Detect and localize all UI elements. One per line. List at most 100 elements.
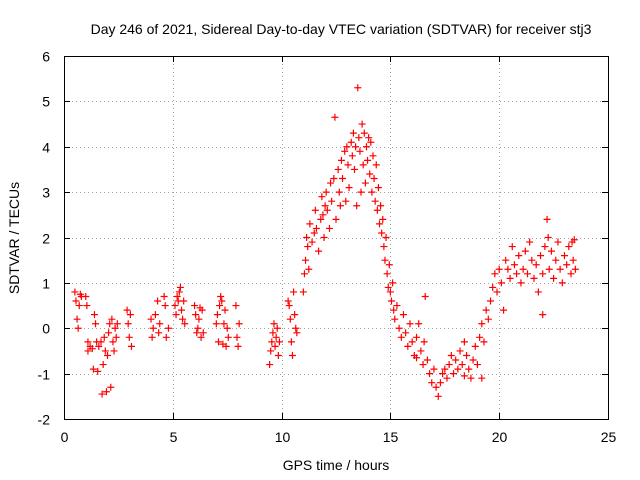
data-point bbox=[417, 347, 425, 355]
data-point bbox=[421, 292, 429, 300]
data-point bbox=[476, 333, 484, 341]
data-point bbox=[223, 324, 231, 332]
data-point bbox=[370, 175, 378, 183]
x-tick-label: 25 bbox=[601, 429, 617, 445]
data-point bbox=[217, 292, 225, 300]
data-point bbox=[393, 302, 401, 310]
y-tick-label: -1 bbox=[38, 367, 51, 383]
data-point bbox=[285, 302, 293, 310]
data-point bbox=[413, 354, 421, 362]
data-point bbox=[234, 342, 242, 350]
data-point bbox=[92, 320, 100, 328]
data-point bbox=[439, 370, 447, 378]
y-tick-label: 1 bbox=[42, 276, 50, 292]
data-point bbox=[179, 315, 187, 323]
data-point bbox=[432, 383, 440, 391]
data-point bbox=[154, 297, 162, 305]
data-point bbox=[148, 333, 156, 341]
x-axis-label: GPS time / hours bbox=[283, 457, 390, 473]
data-point bbox=[335, 188, 343, 196]
data-point bbox=[389, 279, 397, 287]
y-tick-label: 5 bbox=[42, 94, 50, 110]
data-point bbox=[300, 270, 308, 278]
data-point bbox=[467, 374, 475, 382]
data-point bbox=[500, 306, 508, 314]
data-point bbox=[426, 370, 434, 378]
data-point bbox=[495, 265, 503, 273]
data-point bbox=[232, 302, 240, 310]
data-point bbox=[83, 302, 91, 310]
data-point bbox=[387, 297, 395, 305]
data-point bbox=[360, 129, 368, 137]
data-point bbox=[513, 270, 521, 278]
data-point bbox=[173, 292, 181, 300]
data-point bbox=[328, 197, 336, 205]
data-point bbox=[504, 265, 512, 273]
data-point bbox=[528, 256, 536, 264]
data-point bbox=[428, 379, 436, 387]
data-point bbox=[486, 297, 494, 305]
data-point bbox=[102, 388, 110, 396]
data-point bbox=[175, 288, 183, 296]
data-point bbox=[181, 320, 189, 328]
data-point bbox=[104, 351, 112, 359]
data-point bbox=[478, 320, 486, 328]
data-point bbox=[399, 311, 407, 319]
data-point bbox=[341, 147, 349, 155]
data-point bbox=[108, 315, 116, 323]
y-tick-label: 2 bbox=[42, 231, 50, 247]
data-point bbox=[348, 152, 356, 160]
data-point bbox=[382, 234, 390, 241]
data-point bbox=[517, 279, 525, 287]
data-point bbox=[302, 256, 310, 264]
data-point bbox=[72, 297, 80, 305]
data-point bbox=[82, 292, 90, 300]
data-point bbox=[288, 351, 296, 359]
data-point bbox=[73, 315, 81, 323]
data-point bbox=[124, 320, 132, 328]
data-point bbox=[90, 311, 98, 319]
data-point bbox=[160, 292, 168, 300]
data-point bbox=[337, 156, 345, 164]
data-point bbox=[293, 329, 301, 337]
data-point bbox=[352, 143, 360, 151]
data-point bbox=[332, 215, 340, 223]
data-point bbox=[502, 256, 510, 264]
data-point bbox=[493, 288, 501, 296]
data-point bbox=[510, 261, 518, 269]
data-point bbox=[109, 338, 117, 346]
data-point bbox=[291, 311, 299, 319]
data-point bbox=[216, 302, 224, 310]
data-point bbox=[372, 161, 380, 169]
data-point bbox=[89, 365, 97, 373]
data-point bbox=[336, 202, 344, 210]
data-point bbox=[101, 347, 109, 355]
data-point bbox=[374, 184, 382, 192]
data-point bbox=[74, 324, 82, 332]
data-point bbox=[471, 342, 479, 350]
data-point bbox=[100, 333, 108, 341]
data-point bbox=[447, 351, 455, 359]
data-point bbox=[489, 283, 497, 291]
data-point bbox=[460, 338, 468, 346]
data-point bbox=[369, 152, 377, 160]
data-point bbox=[365, 134, 373, 142]
data-point bbox=[213, 311, 221, 319]
x-tick-label: 15 bbox=[383, 429, 399, 445]
grid bbox=[64, 56, 608, 419]
data-point bbox=[539, 270, 547, 278]
data-point bbox=[149, 324, 157, 332]
data-point bbox=[325, 224, 333, 232]
data-point bbox=[221, 306, 229, 314]
data-point bbox=[191, 302, 199, 310]
data-point bbox=[304, 243, 312, 251]
data-point bbox=[366, 170, 374, 178]
data-point bbox=[558, 279, 566, 287]
data-point bbox=[270, 320, 278, 328]
data-point bbox=[436, 379, 444, 387]
data-point bbox=[571, 265, 579, 273]
y-tick-label: 6 bbox=[42, 49, 50, 65]
data-point bbox=[497, 279, 505, 287]
data-point bbox=[545, 265, 553, 273]
y-tick-label: 4 bbox=[42, 140, 50, 156]
